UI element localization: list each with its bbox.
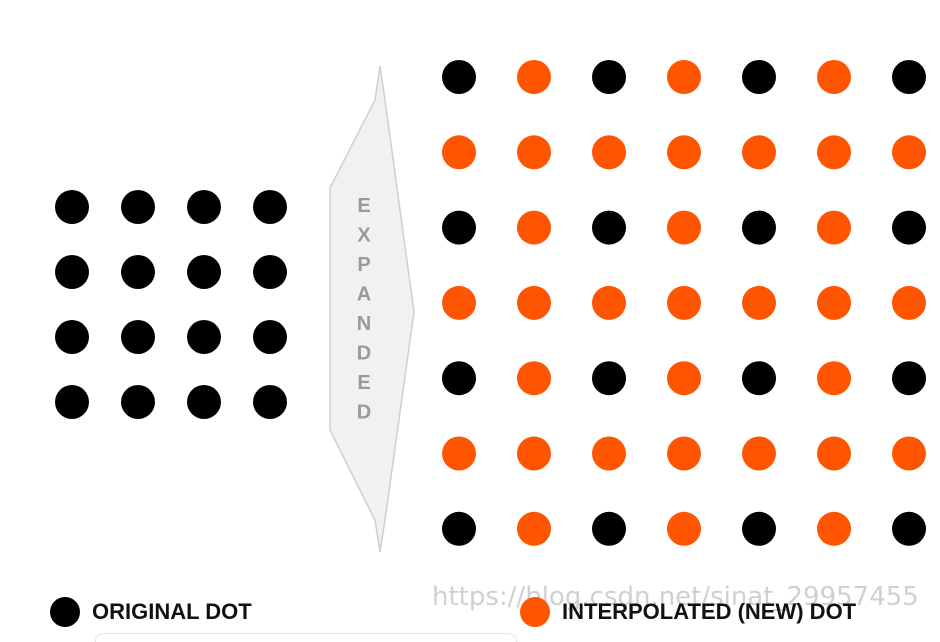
interpolated-dot [817,135,851,170]
expanded-letter: A [357,284,371,306]
original-dot [592,210,626,245]
interpolated-dot [817,60,851,94]
interpolated-dot [667,60,701,94]
original-dot [121,385,155,419]
interpolated-dot [517,285,551,320]
original-dot [121,320,155,354]
interpolated-dot [892,285,926,320]
interpolated-dot [592,135,626,170]
original-dot [253,385,287,419]
expanded-arrow-shape [329,65,415,553]
interpolated-dot [667,210,701,245]
interpolated-dot [817,436,851,471]
legend-interpolated: INTERPOLATED (NEW) DOT [520,597,856,627]
legend-original: ORIGINAL DOT [50,597,252,627]
interpolated-dot [517,210,551,245]
interpolated-dot [667,135,701,170]
interpolated-dot [667,436,701,471]
original-dot [892,361,926,396]
interpolated-dot [892,135,926,170]
interpolated-dot [517,361,551,396]
interpolated-dot [667,511,701,546]
interpolated-dot [517,60,551,94]
interpolated-dot [742,135,776,170]
interpolated-dot [442,436,476,471]
original-dot [187,320,221,354]
interpolated-dot [442,135,476,170]
interpolated-dot [742,436,776,471]
interpolated-dot [442,285,476,320]
original-dot [55,385,89,419]
original-dot [55,190,89,224]
expanded-letter: E [357,372,370,394]
original-dot [121,255,155,289]
interpolated-dot [892,436,926,471]
interpolated-dot [667,361,701,396]
interpolated-dot [592,436,626,471]
original-dot [253,320,287,354]
watermark-text: https://blog.csdn.net/sinat_29957455 [432,582,919,612]
original-dot [442,361,476,396]
expanded-letter: P [357,254,370,276]
original-dot [187,255,221,289]
interpolated-dot [817,210,851,245]
interpolated-dot [817,511,851,546]
legend-original-label: ORIGINAL DOT [92,599,252,624]
original-dot-grid [55,190,287,419]
original-dot [592,361,626,396]
expanded-letter: D [357,343,371,365]
original-dot [121,190,155,224]
interpolated-dot [742,285,776,320]
expanded-letter: N [357,313,371,335]
expanded-letter: D [357,402,371,424]
original-dot [442,511,476,546]
original-dot [892,210,926,245]
expanded-dot-grid [442,60,926,546]
original-dot [442,210,476,245]
original-dot [187,385,221,419]
original-dot [55,255,89,289]
original-dot [592,60,626,94]
expanded-letter: E [357,195,370,217]
original-dot [742,361,776,396]
interpolated-dot [592,285,626,320]
interpolated-dot [517,135,551,170]
original-dot [892,511,926,546]
original-dot [253,190,287,224]
interpolated-dot [667,285,701,320]
interpolated-dot [517,436,551,471]
interpolated-dot [817,361,851,396]
original-dot-icon [50,597,80,627]
interpolated-dot-icon [520,597,550,627]
original-dot [742,511,776,546]
original-dot [592,511,626,546]
legend-interpolated-label: INTERPOLATED (NEW) DOT [562,599,857,624]
original-dot [442,60,476,94]
original-dot [253,255,287,289]
original-dot [55,320,89,354]
expanded-letter: X [357,225,371,247]
original-dot [742,210,776,245]
interpolated-dot [817,285,851,320]
original-dot [742,60,776,94]
bottom-panel-edge [95,633,517,642]
interpolated-dot [517,511,551,546]
original-dot [892,60,926,94]
original-dot [187,190,221,224]
